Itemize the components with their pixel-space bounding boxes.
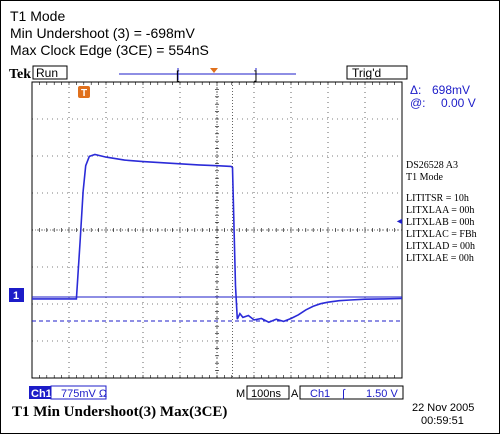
svg-text:T: T: [81, 88, 87, 99]
timebase-box[interactable]: [246, 385, 290, 400]
channel1-waveform: [32, 153, 403, 324]
at-label: @:: [410, 96, 426, 110]
trigger-slope-icon: ∫: [341, 388, 346, 400]
capture-date: 22 Nov 2005: [412, 402, 474, 414]
trigger-position-icon: [210, 68, 218, 73]
timebase-value: 100ns: [251, 388, 281, 400]
trigger-level-arrow-icon[interactable]: ◄: [395, 216, 404, 226]
svg-text:[: [: [176, 68, 180, 82]
scale-box-outline: [50, 385, 107, 400]
register-entry: LITXLAD = 00h: [406, 241, 475, 252]
vertical-scale: 775mV Ω: [61, 388, 107, 400]
timebase-label: M: [236, 388, 245, 400]
max-clock-edge-readout: Max Clock Edge (3CE) = 554nS: [10, 42, 209, 58]
graticule-grid: [31, 81, 403, 379]
device-mode: T1 Mode: [406, 172, 444, 183]
trigger-box[interactable]: [299, 385, 404, 400]
min-undershoot-readout: Min Undershoot (3) = -698mV: [10, 25, 195, 41]
register-entry: LITXLAE = 00h: [406, 253, 474, 264]
trigger-source: Ch1: [310, 388, 330, 400]
register-entry: LITXLAB = 00h: [406, 217, 474, 228]
channel-label: Ch1: [31, 388, 52, 400]
trigger-level: 1.50 V: [366, 388, 398, 400]
at-value: 0.00 V: [441, 96, 476, 110]
brand-logo: Tek: [9, 67, 31, 82]
register-entry: LITITSR = 10h: [406, 193, 469, 204]
channel1-ground-marker[interactable]: 1: [9, 288, 24, 302]
capture-time: 00:59:51: [421, 415, 464, 427]
run-status: Run: [36, 66, 58, 80]
mode-title: T1 Mode: [10, 8, 66, 24]
device-id: DS26528 A3: [406, 160, 458, 171]
register-entry: LITXLAC = FBh: [406, 229, 477, 240]
trig-status: Trig'd: [352, 66, 381, 80]
delta-value: 698mV: [432, 83, 470, 97]
delta-label: Δ:: [410, 83, 421, 97]
channel1-scale-box[interactable]: Ch1: [29, 386, 52, 400]
record-position-indicator[interactable]: [ ]: [119, 68, 296, 82]
run-status-box: [32, 65, 68, 80]
trig-status-box: [346, 65, 408, 80]
trigger-mode: A: [291, 388, 299, 400]
svg-text:]: ]: [254, 68, 257, 82]
register-entry: LITXLAA = 00h: [406, 205, 474, 216]
capture-caption: T1 Min Undershoot(3) Max(3CE): [12, 404, 227, 420]
trigger-time-marker[interactable]: T: [78, 86, 90, 99]
svg-text:1: 1: [13, 290, 19, 302]
